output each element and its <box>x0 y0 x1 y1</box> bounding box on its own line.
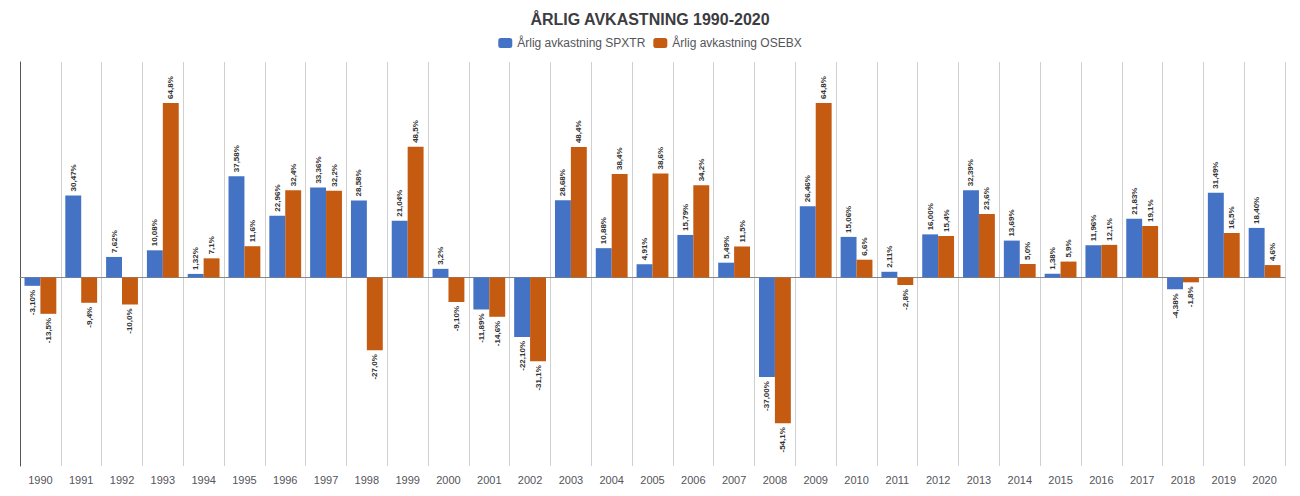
svg-text:-2,8%: -2,8% <box>901 289 910 310</box>
svg-text:64,8%: 64,8% <box>166 76 175 99</box>
svg-text:37,58%: 37,58% <box>232 145 241 172</box>
svg-text:18,40%: 18,40% <box>1252 197 1261 224</box>
svg-text:15,79%: 15,79% <box>681 204 690 231</box>
svg-text:2019: 2019 <box>1212 474 1236 486</box>
svg-text:Årlig avkastning OSEBX: Årlig avkastning OSEBX <box>672 35 801 50</box>
svg-text:64,8%: 64,8% <box>819 76 828 99</box>
svg-text:7,62%: 7,62% <box>110 230 119 253</box>
svg-text:2020: 2020 <box>1252 474 1276 486</box>
svg-text:28,68%: 28,68% <box>558 169 567 196</box>
svg-text:1995: 1995 <box>232 474 256 486</box>
svg-text:34,2%: 34,2% <box>697 159 706 182</box>
svg-text:31,49%: 31,49% <box>1211 162 1220 189</box>
svg-text:6,6%: 6,6% <box>860 237 869 255</box>
svg-text:1,32%: 1,32% <box>191 247 200 270</box>
svg-text:32,2%: 32,2% <box>330 164 339 187</box>
svg-text:3,2%: 3,2% <box>436 247 445 265</box>
svg-text:10,88%: 10,88% <box>599 217 608 244</box>
svg-text:2016: 2016 <box>1089 474 1113 486</box>
svg-text:2017: 2017 <box>1130 474 1154 486</box>
svg-text:22,96%: 22,96% <box>273 184 282 211</box>
svg-text:2007: 2007 <box>722 474 746 486</box>
svg-text:2013: 2013 <box>967 474 991 486</box>
svg-text:ÅRLIG AVKASTNING 1990-2020: ÅRLIG AVKASTNING 1990-2020 <box>530 10 769 28</box>
svg-text:11,5%: 11,5% <box>738 220 747 242</box>
svg-text:15,4%: 15,4% <box>942 209 951 232</box>
svg-text:2006: 2006 <box>681 474 705 486</box>
svg-text:1993: 1993 <box>151 474 175 486</box>
svg-text:4,91%: 4,91% <box>640 238 649 261</box>
svg-text:11,96%: 11,96% <box>1089 215 1098 242</box>
svg-text:5,9%: 5,9% <box>1064 239 1073 257</box>
svg-text:23,6%: 23,6% <box>982 187 991 210</box>
svg-text:12,1%: 12,1% <box>1105 218 1114 241</box>
svg-text:1991: 1991 <box>69 474 93 486</box>
svg-text:-10,0%: -10,0% <box>125 308 134 333</box>
svg-text:4,6%: 4,6% <box>1268 243 1277 261</box>
svg-text:2018: 2018 <box>1171 474 1195 486</box>
svg-text:5,49%: 5,49% <box>722 236 731 259</box>
svg-text:-3,10%: -3,10% <box>28 290 37 315</box>
svg-text:2001: 2001 <box>477 474 501 486</box>
svg-text:-9,4%: -9,4% <box>85 307 94 328</box>
svg-text:48,4%: 48,4% <box>574 120 583 143</box>
svg-text:-22,10%: -22,10% <box>518 341 527 371</box>
svg-text:-31,1%: -31,1% <box>534 365 543 390</box>
svg-text:1998: 1998 <box>355 474 379 486</box>
svg-text:2,11%: 2,11% <box>885 246 894 268</box>
svg-text:13,69%: 13,69% <box>1007 209 1016 236</box>
svg-text:-14,6%: -14,6% <box>493 321 502 346</box>
svg-text:1992: 1992 <box>110 474 134 486</box>
svg-text:16,00%: 16,00% <box>926 203 935 230</box>
svg-text:1997: 1997 <box>314 474 338 486</box>
svg-text:2014: 2014 <box>1008 474 1032 486</box>
svg-text:-9,10%: -9,10% <box>452 306 461 331</box>
svg-text:30,47%: 30,47% <box>69 164 78 191</box>
svg-text:2005: 2005 <box>640 474 664 486</box>
svg-text:-27,0%: -27,0% <box>370 354 379 379</box>
svg-text:32,39%: 32,39% <box>966 159 975 186</box>
svg-text:21,83%: 21,83% <box>1130 188 1139 215</box>
svg-text:2002: 2002 <box>518 474 542 486</box>
svg-text:-11,89%: -11,89% <box>477 313 486 342</box>
svg-text:1996: 1996 <box>273 474 297 486</box>
svg-text:-1,8%: -1,8% <box>1186 286 1195 307</box>
svg-text:-4,38%: -4,38% <box>1171 293 1180 318</box>
svg-text:1994: 1994 <box>191 474 215 486</box>
svg-text:10,08%: 10,08% <box>150 219 159 246</box>
svg-text:2008: 2008 <box>763 474 787 486</box>
svg-text:32,4%: 32,4% <box>289 164 298 187</box>
svg-text:2015: 2015 <box>1048 474 1072 486</box>
svg-text:2003: 2003 <box>559 474 583 486</box>
svg-text:21,04%: 21,04% <box>395 190 404 217</box>
svg-text:26,46%: 26,46% <box>803 175 812 202</box>
svg-text:-54,1%: -54,1% <box>778 427 787 452</box>
svg-text:11,6%: 11,6% <box>248 220 257 242</box>
svg-text:33,36%: 33,36% <box>314 156 323 183</box>
svg-text:1999: 1999 <box>395 474 419 486</box>
svg-text:28,58%: 28,58% <box>354 169 363 196</box>
svg-text:1,38%: 1,38% <box>1048 247 1057 270</box>
svg-text:2009: 2009 <box>803 474 827 486</box>
svg-text:2010: 2010 <box>844 474 868 486</box>
svg-text:2012: 2012 <box>926 474 950 486</box>
svg-text:48,5%: 48,5% <box>411 120 420 143</box>
svg-text:1990: 1990 <box>28 474 52 486</box>
svg-text:2011: 2011 <box>886 474 910 486</box>
svg-text:16,5%: 16,5% <box>1227 206 1236 229</box>
svg-text:-37,00%: -37,00% <box>762 381 771 411</box>
svg-text:15,06%: 15,06% <box>844 206 853 233</box>
svg-text:7,1%: 7,1% <box>207 236 216 254</box>
svg-text:38,4%: 38,4% <box>615 147 624 170</box>
svg-text:5,0%: 5,0% <box>1023 242 1032 260</box>
svg-text:2004: 2004 <box>599 474 623 486</box>
svg-text:-13,5%: -13,5% <box>44 318 53 343</box>
svg-text:38,6%: 38,6% <box>656 147 665 170</box>
svg-text:Årlig avkastning SPXTR: Årlig avkastning SPXTR <box>517 35 645 50</box>
svg-text:2000: 2000 <box>436 474 460 486</box>
svg-text:19,1%: 19,1% <box>1146 199 1155 222</box>
